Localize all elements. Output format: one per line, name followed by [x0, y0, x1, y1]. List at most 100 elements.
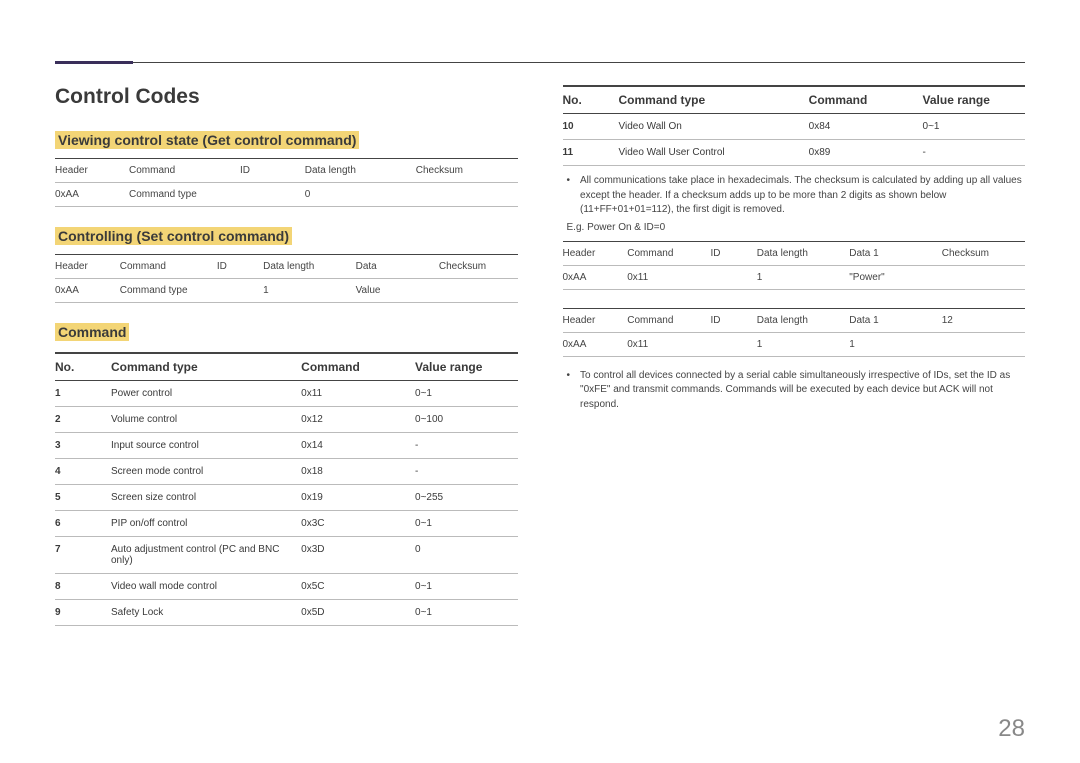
cell-no: 10	[563, 121, 619, 132]
th: Checksum	[416, 159, 518, 183]
cell-type: Auto adjustment control (PC and BNC only…	[111, 544, 301, 566]
cell-range: -	[415, 466, 517, 477]
th: Data length	[757, 241, 850, 265]
cell-type: Screen size control	[111, 492, 301, 503]
cell-range: 0~255	[415, 492, 517, 503]
cell-type: Video wall mode control	[111, 581, 301, 592]
cell-no: 6	[55, 518, 111, 529]
cell-no: 5	[55, 492, 111, 503]
td: 1	[757, 265, 850, 289]
note-checksum: • All communications take place in hexad…	[567, 174, 1026, 218]
th: Checksum	[942, 241, 1025, 265]
table-row: 2Volume control0x120~100	[55, 407, 518, 433]
th-cmd: Command	[809, 93, 923, 107]
th: Header	[563, 241, 628, 265]
td	[416, 183, 518, 207]
td	[942, 265, 1025, 289]
td: 0x11	[627, 332, 710, 356]
td	[711, 332, 757, 356]
cell-cmd: 0x3C	[301, 518, 415, 529]
th-range: Value range	[415, 360, 517, 374]
bullet-icon: •	[567, 174, 571, 218]
th: Header	[55, 255, 120, 279]
th: Header	[55, 159, 129, 183]
th: Command	[627, 308, 710, 332]
note-text: All communications take place in hexadec…	[580, 174, 1025, 218]
table-row: 3Input source control0x14-	[55, 433, 518, 459]
bullet-icon: •	[567, 369, 571, 413]
td: Value	[356, 279, 439, 303]
td: 1	[263, 279, 356, 303]
td	[217, 279, 263, 303]
th: Data length	[757, 308, 850, 332]
th-no: No.	[563, 93, 619, 107]
cell-cmd: 0x12	[301, 414, 415, 425]
table-row: 5Screen size control0x190~255	[55, 485, 518, 511]
cell-cmd: 0x3D	[301, 544, 415, 555]
cell-cmd: 0x14	[301, 440, 415, 451]
th: ID	[217, 255, 263, 279]
cell-cmd: 0x89	[809, 147, 923, 158]
th: Data 1	[849, 241, 942, 265]
heading-controlling: Controlling (Set control command)	[55, 227, 292, 245]
cell-no: 8	[55, 581, 111, 592]
cell-range: 0~1	[415, 388, 517, 399]
cell-type: Volume control	[111, 414, 301, 425]
th: Command	[129, 159, 240, 183]
cell-no: 2	[55, 414, 111, 425]
cell-no: 9	[55, 607, 111, 618]
command-table-header: No. Command type Command Value range	[563, 85, 1026, 114]
th: Command	[627, 241, 710, 265]
td: Command type	[120, 279, 217, 303]
command-table-right: 10Video Wall On0x840~111Video Wall User …	[563, 114, 1026, 166]
heading-viewing: Viewing control state (Get control comma…	[55, 131, 359, 149]
table-row: 4Screen mode control0x18-	[55, 459, 518, 485]
table-controlling: Header Command ID Data length Data Check…	[55, 254, 518, 303]
td: 1	[757, 332, 850, 356]
cell-cmd: 0x19	[301, 492, 415, 503]
table-row: 8Video wall mode control0x5C0~1	[55, 574, 518, 600]
cell-range: 0~1	[415, 607, 517, 618]
th-no: No.	[55, 360, 111, 374]
command-table-header: No. Command type Command Value range	[55, 352, 518, 381]
note-fe: • To control all devices connected by a …	[567, 369, 1026, 413]
table-viewing: Header Command ID Data length Checksum 0…	[55, 158, 518, 207]
cell-type: Video Wall User Control	[619, 147, 809, 158]
cell-no: 3	[55, 440, 111, 451]
table-row: 7Auto adjustment control (PC and BNC onl…	[55, 537, 518, 574]
td: 0xAA	[55, 279, 120, 303]
td	[942, 332, 1025, 356]
th: Checksum	[439, 255, 518, 279]
table-row: 9Safety Lock0x5D0~1	[55, 600, 518, 626]
cell-type: Screen mode control	[111, 466, 301, 477]
th: Data	[356, 255, 439, 279]
th: Command	[120, 255, 217, 279]
td	[711, 265, 757, 289]
td: 0xAA	[55, 183, 129, 207]
th: Header	[563, 308, 628, 332]
cell-range: 0~1	[923, 121, 1025, 132]
cell-cmd: 0x84	[809, 121, 923, 132]
command-table-left: 1Power control0x110~12Volume control0x12…	[55, 381, 518, 626]
th-type: Command type	[111, 360, 301, 374]
cell-type: Power control	[111, 388, 301, 399]
cell-cmd: 0x5D	[301, 607, 415, 618]
cell-no: 1	[55, 388, 111, 399]
cell-no: 7	[55, 544, 111, 555]
cell-cmd: 0x18	[301, 466, 415, 477]
th: Data length	[305, 159, 416, 183]
td: Command type	[129, 183, 240, 207]
cell-no: 4	[55, 466, 111, 477]
table-example2: Header Command ID Data length Data 1 12 …	[563, 308, 1026, 357]
table-row: 10Video Wall On0x840~1	[563, 114, 1026, 140]
th: Data 1	[849, 308, 942, 332]
td	[240, 183, 305, 207]
th: Data length	[263, 255, 356, 279]
eg-line: E.g. Power On & ID=0	[567, 222, 1026, 233]
page-title: Control Codes	[55, 85, 518, 109]
cell-range: 0~1	[415, 581, 517, 592]
note-text: To control all devices connected by a se…	[580, 369, 1025, 413]
cell-cmd: 0x11	[301, 388, 415, 399]
cell-range: -	[415, 440, 517, 451]
table-row: 1Power control0x110~1	[55, 381, 518, 407]
